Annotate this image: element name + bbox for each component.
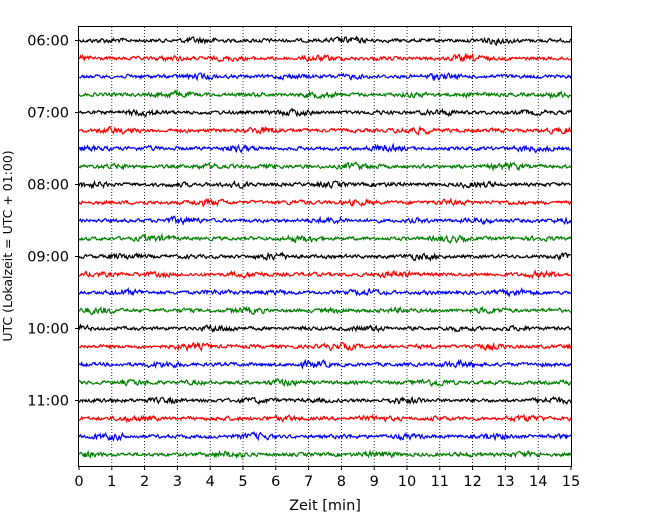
trace-0930 xyxy=(78,286,572,298)
y-axis-title: UTC (Lokalzeit = UTC + 01:00) xyxy=(0,150,15,341)
trace-0845 xyxy=(78,232,572,245)
x-tick-label: 3 xyxy=(173,474,182,490)
trace-0615 xyxy=(78,52,572,63)
trace-0715 xyxy=(78,125,572,136)
y-tick-label: 07:00 xyxy=(27,106,69,122)
trace-1115 xyxy=(78,413,572,424)
x-tick-label: 0 xyxy=(74,474,83,490)
x-tick-label: 13 xyxy=(496,474,514,490)
trace-0915 xyxy=(78,269,572,280)
trace-0945 xyxy=(78,305,572,316)
trace-0830 xyxy=(78,215,572,226)
trace-0730 xyxy=(78,142,572,154)
y-tick-label: 10:00 xyxy=(27,322,69,338)
x-tick-label: 14 xyxy=(529,474,547,490)
trace-0630 xyxy=(78,72,572,82)
x-tick-label: 8 xyxy=(337,474,346,490)
vertical-grid xyxy=(111,27,539,466)
x-tick-label: 5 xyxy=(238,474,247,490)
trace-layer xyxy=(78,35,572,460)
trace-1100 xyxy=(78,395,572,406)
y-tick-label: 11:00 xyxy=(27,394,69,410)
x-tick-label: 6 xyxy=(271,474,280,490)
x-tick-label: 1 xyxy=(107,474,116,490)
y-tick-label: 09:00 xyxy=(27,250,69,266)
x-tick-label: 12 xyxy=(463,474,481,490)
x-tick-label: 9 xyxy=(370,474,379,490)
y-tick-label: 08:00 xyxy=(27,178,69,194)
x-axis-ticks: 0 1 2 3 4 5 6 7 8 9 10 11 12 13 14 15 xyxy=(74,466,580,490)
plot-frame xyxy=(78,26,572,467)
x-tick-label: 2 xyxy=(140,474,149,490)
x-tick-label: 10 xyxy=(398,474,416,490)
trace-1030 xyxy=(78,358,572,370)
y-tick-label: 06:00 xyxy=(27,34,69,50)
x-tick-label: 7 xyxy=(304,474,313,490)
y-axis-ticks: 06:00 07:00 08:00 09:00 10:00 11:00 xyxy=(27,34,79,410)
trace-1000 xyxy=(78,323,572,334)
trace-0745 xyxy=(78,161,572,172)
x-tick-label: 4 xyxy=(206,474,215,490)
x-tick-label: 11 xyxy=(431,474,449,490)
trace-0600 xyxy=(78,35,572,46)
trace-1015 xyxy=(78,341,572,352)
trace-0645 xyxy=(78,88,572,100)
trace-1145 xyxy=(78,449,572,460)
trace-0900 xyxy=(78,251,572,263)
trace-0800 xyxy=(78,179,572,190)
trace-1045 xyxy=(78,378,572,388)
trace-0815 xyxy=(78,197,572,208)
trace-0700 xyxy=(78,107,572,118)
x-tick-label: 15 xyxy=(562,474,580,490)
x-axis-title: Zeit [min] xyxy=(289,498,361,514)
trace-1130 xyxy=(78,430,572,442)
